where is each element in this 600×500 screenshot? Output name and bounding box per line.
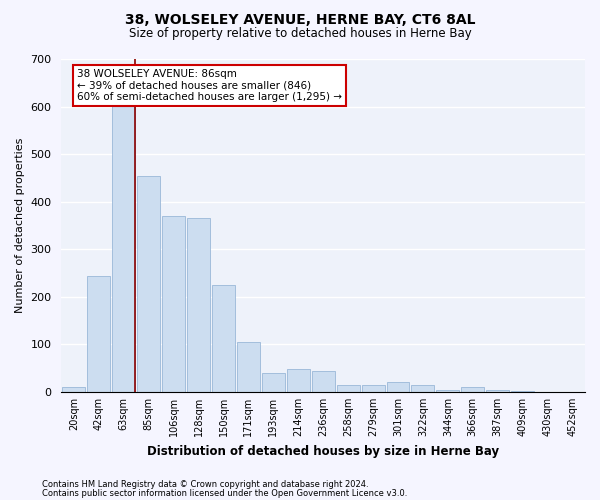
Text: Contains HM Land Registry data © Crown copyright and database right 2024.: Contains HM Land Registry data © Crown c… bbox=[42, 480, 368, 489]
Text: 38 WOLSELEY AVENUE: 86sqm
← 39% of detached houses are smaller (846)
60% of semi: 38 WOLSELEY AVENUE: 86sqm ← 39% of detac… bbox=[77, 69, 342, 102]
Bar bbox=[187, 218, 210, 392]
Bar bbox=[412, 385, 434, 392]
Bar bbox=[312, 372, 335, 392]
Bar bbox=[112, 92, 135, 392]
Bar bbox=[212, 285, 235, 392]
Bar bbox=[386, 382, 409, 392]
Bar bbox=[511, 390, 534, 392]
X-axis label: Distribution of detached houses by size in Herne Bay: Distribution of detached houses by size … bbox=[147, 444, 499, 458]
Bar bbox=[337, 385, 359, 392]
Bar bbox=[88, 276, 110, 392]
Bar bbox=[486, 390, 509, 392]
Bar bbox=[287, 369, 310, 392]
Bar bbox=[62, 387, 85, 392]
Bar bbox=[162, 216, 185, 392]
Bar bbox=[436, 390, 460, 392]
Text: 38, WOLSELEY AVENUE, HERNE BAY, CT6 8AL: 38, WOLSELEY AVENUE, HERNE BAY, CT6 8AL bbox=[125, 12, 475, 26]
Bar bbox=[262, 373, 285, 392]
Text: Contains public sector information licensed under the Open Government Licence v3: Contains public sector information licen… bbox=[42, 488, 407, 498]
Bar bbox=[461, 387, 484, 392]
Text: Size of property relative to detached houses in Herne Bay: Size of property relative to detached ho… bbox=[128, 28, 472, 40]
Bar bbox=[237, 342, 260, 392]
Bar bbox=[137, 176, 160, 392]
Bar bbox=[362, 385, 385, 392]
Y-axis label: Number of detached properties: Number of detached properties bbox=[15, 138, 25, 313]
